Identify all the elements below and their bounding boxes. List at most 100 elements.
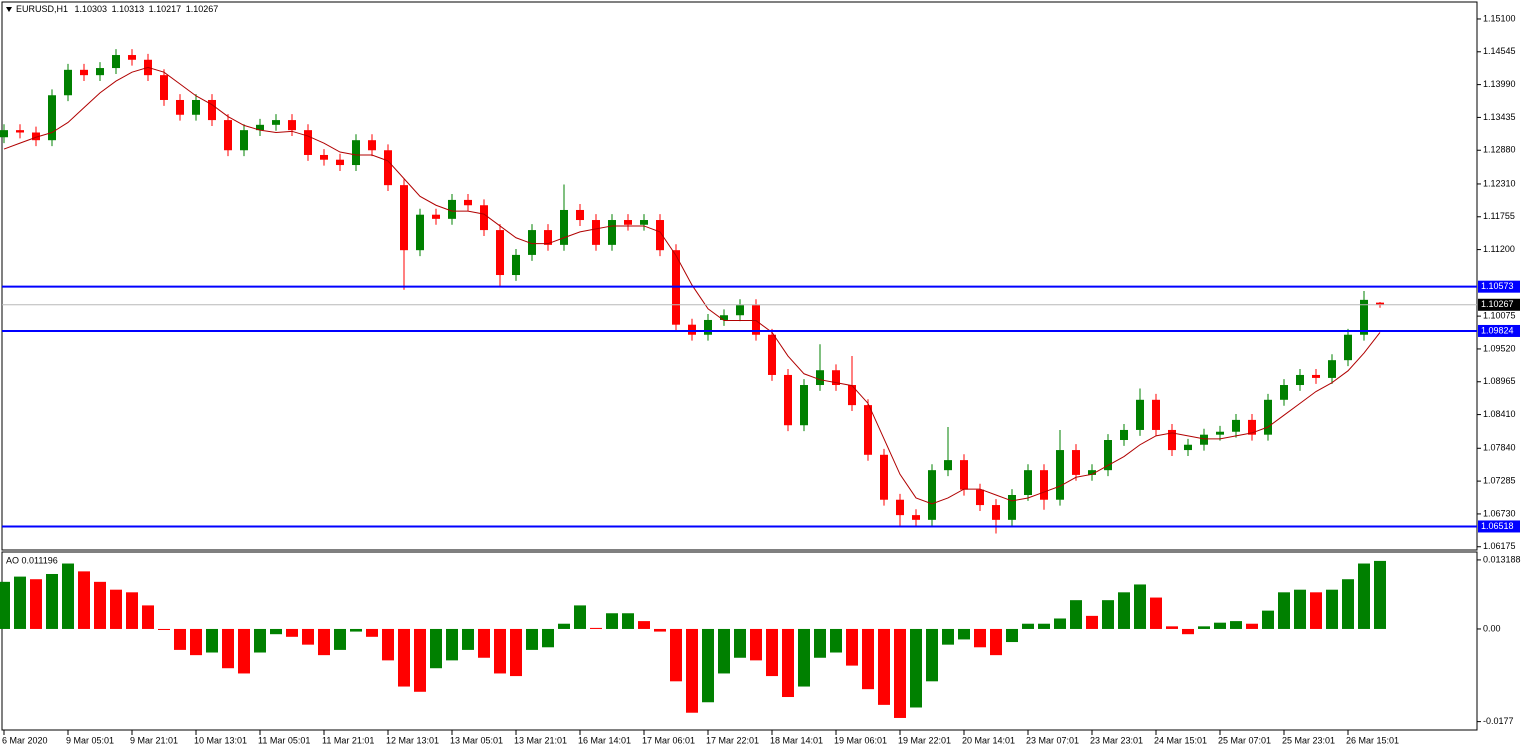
ao-bar <box>46 573 58 629</box>
ao-bar <box>798 628 810 687</box>
ao-bar <box>702 628 714 703</box>
ao-bar <box>1198 626 1210 629</box>
candle-body <box>560 209 568 245</box>
ao-bar <box>174 628 186 650</box>
x-tick-label: 25 Mar 07:01 <box>1218 735 1271 745</box>
ao-bar <box>638 621 650 629</box>
y-tick-label: 0.013188 <box>1483 554 1521 564</box>
candle-body <box>608 220 616 245</box>
x-tick-label: 16 Mar 14:01 <box>578 735 631 745</box>
y-tick-label: 1.06730 <box>1483 508 1516 518</box>
ao-bar <box>1182 628 1194 635</box>
candle-body <box>688 324 696 335</box>
candle-body <box>32 132 40 141</box>
ao-bar <box>462 628 474 650</box>
candle-body <box>880 454 888 500</box>
ao-bar <box>862 628 874 690</box>
ao-bar <box>1374 560 1386 629</box>
candle-body <box>368 140 376 151</box>
candle-body <box>752 305 760 335</box>
candle-body <box>784 374 792 426</box>
candle-body <box>256 124 264 131</box>
x-tick-label: 25 Mar 23:01 <box>1282 735 1335 745</box>
candle-body <box>320 154 328 160</box>
candle-body <box>96 68 104 76</box>
ao-bar <box>286 628 298 637</box>
ao-bar <box>94 581 106 629</box>
close-value: 1.10267 <box>186 4 219 14</box>
ao-bar <box>366 628 378 637</box>
candle-body <box>1360 299 1368 335</box>
high-value: 1.10313 <box>112 4 145 14</box>
ao-bar <box>926 628 938 682</box>
candle-body <box>768 334 776 375</box>
ao-bar <box>222 628 234 669</box>
ao-bar <box>78 571 90 629</box>
ao-bar <box>1022 623 1034 629</box>
ao-bar <box>942 628 954 645</box>
ao-bar <box>766 628 778 677</box>
y-tick-label: 1.12310 <box>1483 178 1516 188</box>
candle-body <box>736 305 744 316</box>
candle-body <box>992 505 1000 520</box>
ao-bar <box>1070 600 1082 629</box>
candle-body <box>976 489 984 506</box>
plot-layer: 1.15100 1.14545 1.13990 1.13435 1.12880 1.123… <box>0 13 1521 745</box>
menu-arrow[interactable] <box>6 7 12 12</box>
ao-bar <box>1230 621 1242 629</box>
x-tick-label: 13 Mar 05:01 <box>450 735 503 745</box>
y-tick-label: 1.15100 <box>1483 13 1516 23</box>
candle-body <box>480 205 488 231</box>
ao-bar <box>990 628 1002 656</box>
ao-bar <box>1086 615 1098 629</box>
ao-bar <box>1326 589 1338 629</box>
ao-bar <box>718 628 730 674</box>
candle-body <box>1344 334 1352 361</box>
level-label-box <box>1478 520 1520 533</box>
y-tick-label: 1.12880 <box>1483 145 1516 155</box>
candle-body <box>432 214 440 219</box>
ao-bar <box>1054 618 1066 629</box>
x-tick-label: 10 Mar 13:01 <box>194 735 247 745</box>
candle-body <box>624 220 632 225</box>
x-tick-label: 19 Mar 22:01 <box>898 735 951 745</box>
candle-body <box>272 120 280 125</box>
candle-body <box>1168 429 1176 451</box>
candle-body <box>16 130 24 133</box>
ao-bar <box>1358 563 1370 629</box>
ao-bar <box>382 628 394 661</box>
ao-bar <box>814 628 826 658</box>
ao-bar <box>558 623 570 629</box>
ao-bar <box>238 628 250 674</box>
ao-bar <box>14 576 26 629</box>
candle-body <box>544 230 552 245</box>
candle-body <box>656 220 664 251</box>
moving-average <box>3 66 1381 505</box>
candle-body <box>1328 360 1336 378</box>
level-label: 1.09824 <box>1481 325 1514 335</box>
y-tick-label: 1.13990 <box>1483 79 1516 89</box>
candle-body <box>1200 434 1208 445</box>
candle-body <box>176 99 184 115</box>
x-tick-label: 20 Mar 14:01 <box>962 735 1015 745</box>
ao-bar <box>542 628 554 648</box>
candle-body <box>928 470 936 520</box>
ao-bar <box>142 605 154 629</box>
open-value: 1.10303 <box>75 4 108 14</box>
candle-body <box>1152 399 1160 430</box>
candle-body <box>1136 399 1144 430</box>
candle-body <box>352 140 360 166</box>
ao-bar <box>526 628 538 650</box>
ao-bar <box>1246 623 1258 629</box>
candle-body <box>48 95 56 141</box>
x-tick-label: 17 Mar 22:01 <box>706 735 759 745</box>
candle-body <box>464 199 472 206</box>
candle-body <box>1104 440 1112 471</box>
candle-body <box>896 499 904 516</box>
ao-header: AO 0.011196 <box>6 555 58 565</box>
candle-body <box>1296 374 1304 386</box>
ao-bar <box>686 628 698 713</box>
candle-body <box>400 185 408 251</box>
y-tick-label: 1.13435 <box>1483 112 1516 122</box>
ao-bar <box>494 628 506 674</box>
